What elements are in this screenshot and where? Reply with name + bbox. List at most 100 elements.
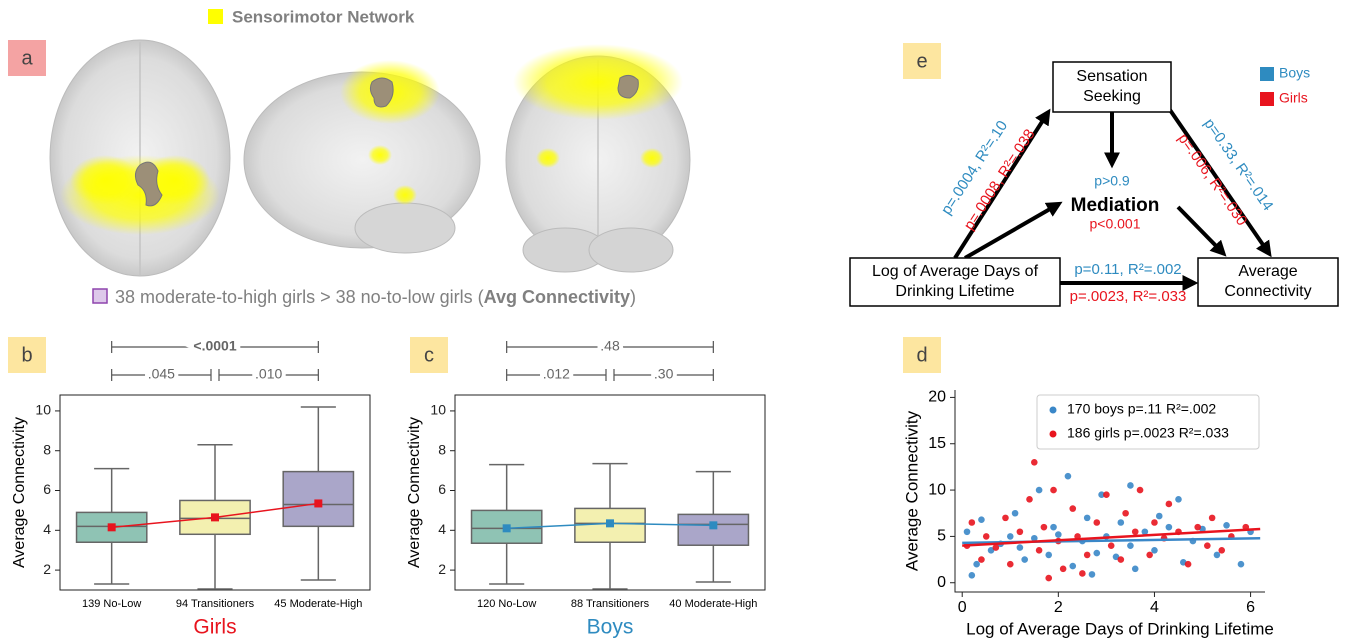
y-tick-label: 8 (438, 441, 446, 457)
point (1007, 533, 1014, 540)
mean-marker (503, 524, 511, 532)
point (1017, 544, 1024, 551)
legend-swatch (1260, 92, 1274, 106)
y-tick-label: 2 (438, 561, 446, 577)
y-tick-label: 15 (928, 435, 946, 452)
path-stat: p=.0023, R²=.033 (1070, 288, 1187, 305)
caption-swatch (93, 289, 107, 303)
point (1118, 556, 1125, 563)
y-tick-label: 20 (928, 389, 946, 406)
point (993, 544, 1000, 551)
panel-label: c (424, 344, 434, 366)
point (1103, 491, 1110, 498)
point (1175, 496, 1182, 503)
point (1127, 482, 1134, 489)
group-label: Girls (193, 616, 236, 639)
point (1036, 547, 1043, 554)
caption-end: ) (630, 287, 636, 307)
x-tick-label: 94 Transitioners (176, 598, 255, 610)
y-tick-label: 10 (35, 402, 51, 418)
mediation-stat: p>0.9 (1094, 173, 1130, 189)
point (1132, 566, 1139, 573)
point (1166, 524, 1173, 531)
node: Log of Average Days of Drinking Lifetime (850, 258, 1060, 306)
sig-label: <.0001 (193, 338, 236, 354)
legend-label: 170 boys p=.11 R²=.002 (1067, 401, 1216, 417)
y-tick-label: 8 (43, 441, 51, 457)
point (1089, 571, 1096, 578)
mean-marker (108, 523, 116, 531)
brain-front-view (506, 44, 690, 272)
brain-top-view (50, 40, 230, 276)
point (1002, 515, 1009, 522)
sig-label: .045 (148, 366, 175, 382)
point (973, 561, 980, 568)
sig-label: .30 (654, 366, 674, 382)
node: Average Connectivity (1198, 258, 1338, 306)
x-tick-label: 120 No-Low (477, 598, 536, 610)
x-tick-label: 0 (958, 599, 967, 616)
point (1055, 531, 1062, 538)
box (283, 472, 353, 527)
point (1238, 561, 1245, 568)
point (1209, 515, 1216, 522)
mediation-label: Mediation (1071, 195, 1160, 216)
point (1050, 524, 1057, 531)
y-axis-label: Average Connectivity (11, 417, 28, 568)
point (1132, 528, 1139, 535)
group-label: Boys (587, 616, 634, 639)
point (1012, 510, 1019, 517)
y-tick-label: 10 (928, 481, 946, 498)
panel-label: d (916, 344, 927, 366)
x-axis-label: Log of Average Days of Drinking Lifetime (966, 619, 1274, 638)
point (1045, 552, 1052, 559)
x-tick-label: 139 No-Low (82, 598, 141, 610)
point (978, 516, 985, 523)
legend-label: Boys (1279, 65, 1310, 81)
charts: 2 4 6 8 10 Average Connectivity 139 No-Low 94 T… (11, 338, 1274, 639)
point (1214, 552, 1221, 559)
legend-marker (1050, 407, 1057, 414)
point (1166, 501, 1173, 508)
node-label: Sensation Seeking (1053, 62, 1171, 112)
point (1127, 542, 1134, 549)
legend-label: 186 girls p=.0023 R²=.033 (1067, 425, 1229, 441)
point (1026, 496, 1033, 503)
legend-label: Girls (1279, 90, 1308, 106)
mean-marker (314, 499, 322, 507)
box (678, 514, 748, 545)
mean-marker (709, 521, 717, 529)
point (1050, 487, 1057, 494)
path-stat: p=0.11, R²=.002 (1074, 261, 1181, 278)
point (964, 528, 971, 535)
point (1093, 519, 1100, 526)
point (1007, 561, 1014, 568)
point (983, 533, 990, 540)
node: Sensation Seeking (1053, 62, 1171, 112)
y-axis-label: Average Connectivity (406, 417, 423, 568)
y-tick-label: 5 (937, 528, 946, 545)
point (1223, 522, 1230, 529)
sig-label: .012 (543, 366, 570, 382)
point (1108, 542, 1115, 549)
sig-label: .48 (600, 338, 620, 354)
point (1060, 566, 1067, 573)
x-tick-label: 4 (1150, 599, 1159, 616)
y-tick-label: 6 (43, 481, 51, 497)
y-tick-label: 0 (937, 574, 946, 591)
point (1156, 513, 1163, 520)
point (1185, 561, 1192, 568)
network-label: Sensorimotor Network (232, 7, 415, 26)
y-tick-label: 4 (438, 521, 446, 537)
legend-marker (1050, 431, 1057, 438)
caption: 38 moderate-to-high girls > 38 no-to-low… (115, 287, 636, 307)
point (1065, 473, 1072, 480)
x-tick-label: 2 (1054, 599, 1063, 616)
y-tick-label: 4 (43, 521, 51, 537)
caption-text: 38 moderate-to-high girls > 38 no-to-low… (115, 287, 484, 307)
point (969, 519, 976, 526)
point (1084, 552, 1091, 559)
x-tick-label: 45 Moderate-High (274, 598, 362, 610)
node-label: Log of Average Days of Drinking Lifetime (850, 258, 1060, 306)
panel-label: e (916, 50, 927, 72)
